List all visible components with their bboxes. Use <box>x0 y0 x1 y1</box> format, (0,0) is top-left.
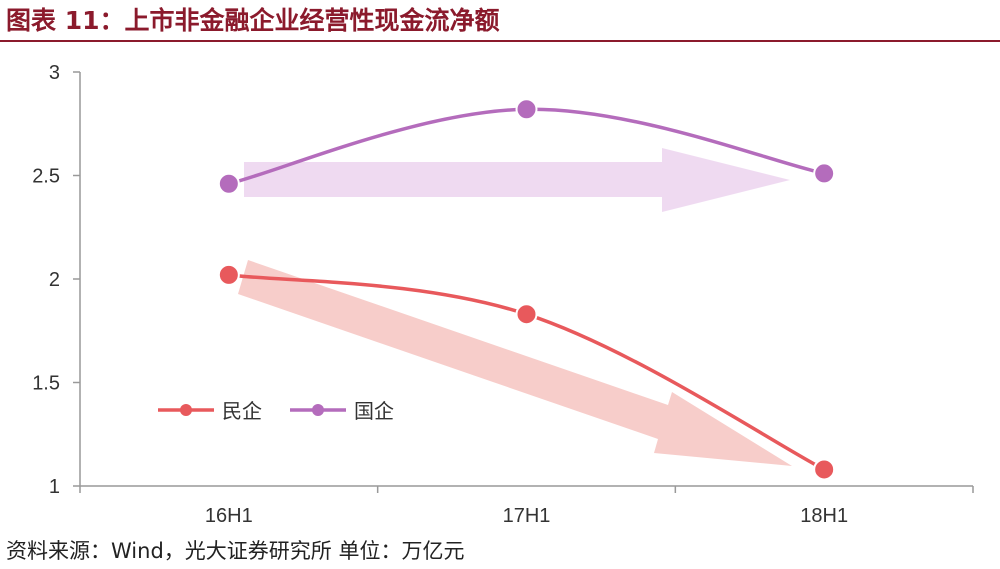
legend: 民企 国企 <box>158 399 394 423</box>
trend-arrows <box>238 148 792 466</box>
x-tick-label: 18H1 <box>800 505 848 527</box>
y-tick-labels: 3 2.5 2 1.5 1 <box>32 62 60 498</box>
x-tick-label: 16H1 <box>205 505 253 527</box>
y-tick-label: 2 <box>49 269 60 291</box>
x-tick-label: 17H1 <box>503 505 551 527</box>
y-tick-label: 2.5 <box>32 166 60 188</box>
axes <box>73 71 974 493</box>
series-lines <box>217 98 836 481</box>
title-divider <box>0 40 1000 42</box>
data-point-state <box>515 98 538 121</box>
legend-label: 民企 <box>222 399 262 423</box>
y-tick-label: 1 <box>49 476 60 498</box>
legend-label: 国企 <box>354 399 394 423</box>
data-point-state <box>813 162 836 185</box>
y-tick-label: 3 <box>49 62 60 84</box>
data-point-private <box>515 303 538 326</box>
legend-swatch-marker <box>180 404 192 416</box>
line-chart: 3 2.5 2 1.5 1 16H1 17H1 18H1 民企 国企 <box>32 62 974 527</box>
chart-title: 图表 11：上市非金融企业经营性现金流净额 <box>6 6 500 35</box>
trend-arrow-state <box>244 148 790 212</box>
trend-arrow-private <box>238 260 792 466</box>
x-tick-labels: 16H1 17H1 18H1 <box>205 505 848 527</box>
source-note: 资料来源：Wind，光大证券研究所 单位：万亿元 <box>6 539 465 563</box>
data-point-private <box>813 458 836 481</box>
y-tick-label: 1.5 <box>32 373 60 395</box>
legend-swatch-marker <box>312 404 324 416</box>
data-point-state <box>217 172 240 195</box>
data-point-private <box>217 263 240 286</box>
